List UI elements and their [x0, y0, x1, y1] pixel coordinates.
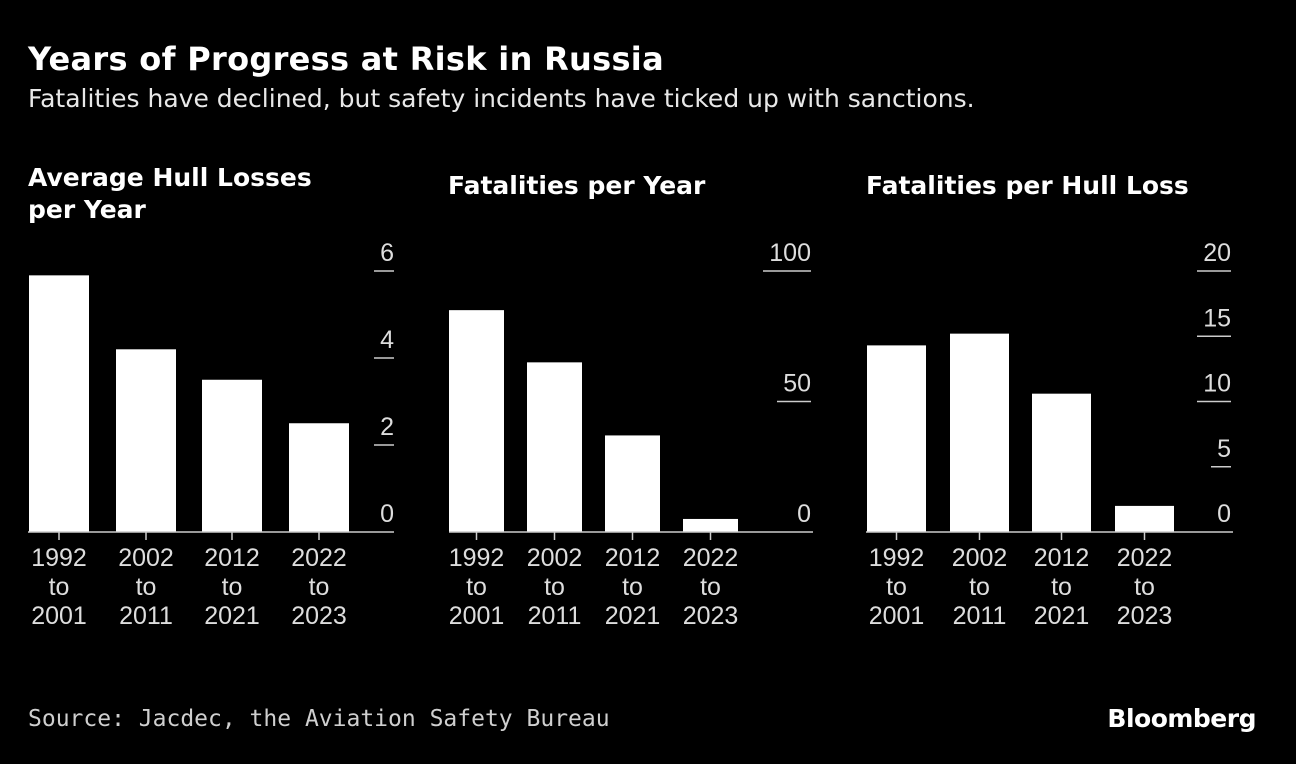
x-tick-label: 2023 — [683, 602, 739, 630]
x-tick-label: to — [969, 573, 990, 601]
y-tick-label: 2 — [380, 413, 394, 441]
panel-title-hull-losses: Average Hull Losses per Year — [28, 162, 312, 226]
y-tick-label: 15 — [1203, 304, 1231, 332]
x-tick-label: to — [222, 573, 243, 601]
x-tick-label: 2001 — [31, 602, 87, 630]
y-tick-label: 10 — [1203, 370, 1231, 398]
x-tick-label: 2012 — [1034, 544, 1090, 572]
x-tick-label: 2021 — [1034, 602, 1090, 630]
x-tick-label: 2022 — [1117, 544, 1173, 572]
bar — [29, 275, 89, 532]
bar — [605, 435, 660, 532]
x-tick-label: 2023 — [291, 602, 347, 630]
x-tick-label: 2011 — [528, 602, 582, 630]
x-tick-label: to — [700, 573, 721, 601]
bar — [867, 345, 926, 532]
x-tick-label: to — [886, 573, 907, 601]
x-tick-label: to — [1134, 573, 1155, 601]
x-tick-label: 2023 — [1117, 602, 1173, 630]
x-tick-label: 2011 — [119, 602, 173, 630]
panel-title-line: Average Hull Losses — [28, 163, 312, 192]
y-tick-label: 50 — [783, 370, 811, 398]
y-tick-label: 5 — [1217, 435, 1231, 463]
x-tick-label: to — [49, 573, 70, 601]
x-tick-label: to — [544, 573, 565, 601]
source-note: Source: Jacdec, the Aviation Safety Bure… — [28, 706, 610, 732]
x-tick-label: 2022 — [683, 544, 739, 572]
bar — [449, 310, 504, 532]
bar — [116, 349, 176, 532]
bar — [950, 333, 1009, 532]
x-tick-label: 1992 — [449, 544, 505, 572]
x-tick-label: 2011 — [953, 602, 1007, 630]
y-tick-label: 0 — [1217, 500, 1231, 528]
bar — [527, 362, 582, 532]
y-tick-label: 4 — [380, 326, 394, 354]
x-tick-label: 2021 — [605, 602, 661, 630]
bar — [202, 379, 262, 532]
x-tick-label: 2002 — [118, 544, 174, 572]
bar — [1115, 505, 1174, 532]
x-tick-label: to — [136, 573, 157, 601]
x-tick-label: 2002 — [527, 544, 583, 572]
x-tick-label: 1992 — [31, 544, 87, 572]
x-tick-label: 2002 — [952, 544, 1008, 572]
y-tick-label: 0 — [797, 500, 811, 528]
bar — [683, 518, 738, 532]
y-tick-label: 20 — [1203, 239, 1231, 267]
chart-title: Years of Progress at Risk in Russia — [28, 40, 664, 78]
x-tick-label: 2012 — [204, 544, 260, 572]
chart-subtitle: Fatalities have declined, but safety inc… — [28, 84, 975, 113]
x-tick-label: 2021 — [204, 602, 260, 630]
x-tick-label: 2001 — [449, 602, 505, 630]
y-tick-label: 6 — [380, 239, 394, 267]
y-tick-label: 0 — [380, 500, 394, 528]
panel-title-fatalities: Fatalities per Year — [448, 170, 705, 202]
x-tick-label: to — [622, 573, 643, 601]
x-tick-label: 1992 — [869, 544, 925, 572]
panel-title-line: Fatalities per Year — [448, 171, 706, 200]
panel-title-line: Fatalities per Hull Loss — [866, 171, 1189, 200]
x-tick-label: 2012 — [605, 544, 661, 572]
x-tick-label: 2022 — [291, 544, 347, 572]
x-tick-label: 2001 — [869, 602, 925, 630]
bloomberg-logo: Bloomberg — [1107, 704, 1256, 733]
bar — [1032, 393, 1091, 532]
x-tick-label: to — [309, 573, 330, 601]
x-tick-label: to — [466, 573, 487, 601]
y-tick-label: 100 — [769, 239, 811, 267]
bar — [289, 423, 349, 532]
x-tick-label: to — [1051, 573, 1072, 601]
panel-title-fatalities-per-hull-loss: Fatalities per Hull Loss — [866, 170, 1189, 202]
panel-title-line: per Year — [28, 195, 146, 224]
